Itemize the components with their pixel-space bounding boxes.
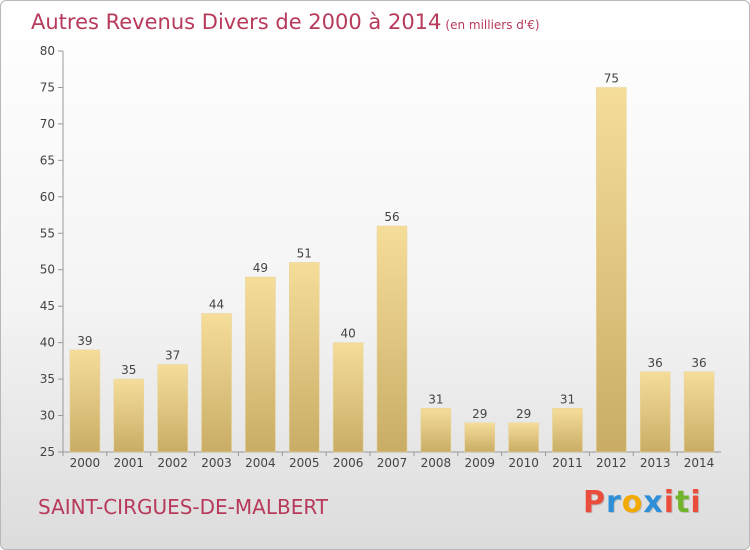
x-tick-label: 2001 bbox=[114, 456, 145, 470]
x-tick-label: 2013 bbox=[640, 456, 671, 470]
logo-letter: P bbox=[583, 485, 606, 520]
x-tick-label: 2014 bbox=[684, 456, 715, 470]
bar-2001 bbox=[113, 378, 145, 453]
data-label: 75 bbox=[604, 71, 619, 85]
title-unit: (en milliers d'€) bbox=[445, 18, 540, 32]
x-tick-label: 2002 bbox=[157, 456, 188, 470]
commune-name: SAINT-CIRGUES-DE-MALBERT bbox=[38, 495, 328, 519]
x-tick-label: 2010 bbox=[508, 456, 539, 470]
bar-2009 bbox=[464, 422, 495, 453]
title-text: Autres Revenus Divers de 2000 à 2014 bbox=[31, 10, 442, 34]
proxiti-logo: Proxiti bbox=[583, 485, 702, 520]
x-tick-label: 2000 bbox=[70, 456, 101, 470]
logo-letter: o bbox=[621, 485, 644, 520]
data-label: 40 bbox=[340, 327, 355, 341]
data-label: 31 bbox=[560, 392, 575, 406]
bar-2013 bbox=[639, 371, 671, 453]
y-tick-label: 30 bbox=[40, 409, 55, 423]
data-label: 29 bbox=[472, 407, 487, 421]
data-label: 36 bbox=[691, 356, 706, 370]
y-tick-label: 60 bbox=[40, 190, 55, 204]
bar-2011 bbox=[552, 408, 583, 453]
y-tick-label: 55 bbox=[40, 226, 55, 240]
bar-2014 bbox=[683, 371, 715, 453]
y-tick-label: 65 bbox=[40, 153, 55, 167]
logo-letter: i bbox=[663, 485, 676, 520]
x-tick-label: 2007 bbox=[377, 456, 408, 470]
x-tick-label: 2006 bbox=[333, 456, 364, 470]
data-labels: 39 35 37 44 49 51 40 56 31 29 29 31 75 36 36 bbox=[77, 71, 706, 420]
x-tick-label: 2004 bbox=[245, 456, 276, 470]
bar-2010 bbox=[508, 422, 539, 453]
y-tick-label: 75 bbox=[40, 80, 55, 94]
bar-2000 bbox=[69, 349, 101, 453]
data-label: 36 bbox=[648, 356, 663, 370]
x-tick-label: 2003 bbox=[201, 456, 232, 470]
bar-2003 bbox=[201, 313, 232, 453]
bar-2004 bbox=[245, 276, 276, 453]
bar-2006 bbox=[332, 342, 364, 453]
y-tick-label: 40 bbox=[40, 336, 55, 350]
data-label: 31 bbox=[428, 392, 443, 406]
data-label: 29 bbox=[516, 407, 531, 421]
data-label: 39 bbox=[77, 334, 92, 348]
y-tick-label: 25 bbox=[40, 445, 55, 459]
x-tick-label: 2005 bbox=[289, 456, 320, 470]
logo-letter: t bbox=[675, 485, 691, 520]
y-tick-label: 80 bbox=[40, 44, 55, 58]
x-tick-label: 2011 bbox=[552, 456, 583, 470]
y-tick-label: 70 bbox=[40, 117, 55, 131]
y-tick-label: 50 bbox=[40, 263, 55, 277]
bar-2008 bbox=[420, 408, 452, 453]
data-label: 49 bbox=[253, 261, 268, 275]
chart-title: Autres Revenus Divers de 2000 à 2014 (en … bbox=[31, 10, 540, 34]
x-tick-label: 2008 bbox=[421, 456, 452, 470]
data-label: 37 bbox=[165, 349, 180, 363]
x-tick-label: 2012 bbox=[596, 456, 627, 470]
axes: 25 30 35 40 45 50 55 60 65 70 75 80 2000 2001 2002 2003… bbox=[40, 44, 721, 470]
bar-2007 bbox=[376, 225, 408, 453]
data-label: 35 bbox=[121, 363, 136, 377]
y-tick-label: 35 bbox=[40, 372, 55, 386]
bar-2002 bbox=[157, 364, 188, 453]
logo-letter: x bbox=[643, 485, 664, 520]
bar-2012 bbox=[596, 87, 627, 453]
data-label: 44 bbox=[209, 297, 224, 311]
y-tick-label: 45 bbox=[40, 299, 55, 313]
data-label: 56 bbox=[384, 210, 399, 224]
bar-2005 bbox=[289, 262, 320, 453]
data-label: 51 bbox=[297, 246, 312, 260]
logo-letter: r bbox=[606, 485, 622, 520]
x-tick-label: 2009 bbox=[464, 456, 495, 470]
logo-letter: i bbox=[690, 485, 702, 520]
bars bbox=[69, 87, 715, 453]
